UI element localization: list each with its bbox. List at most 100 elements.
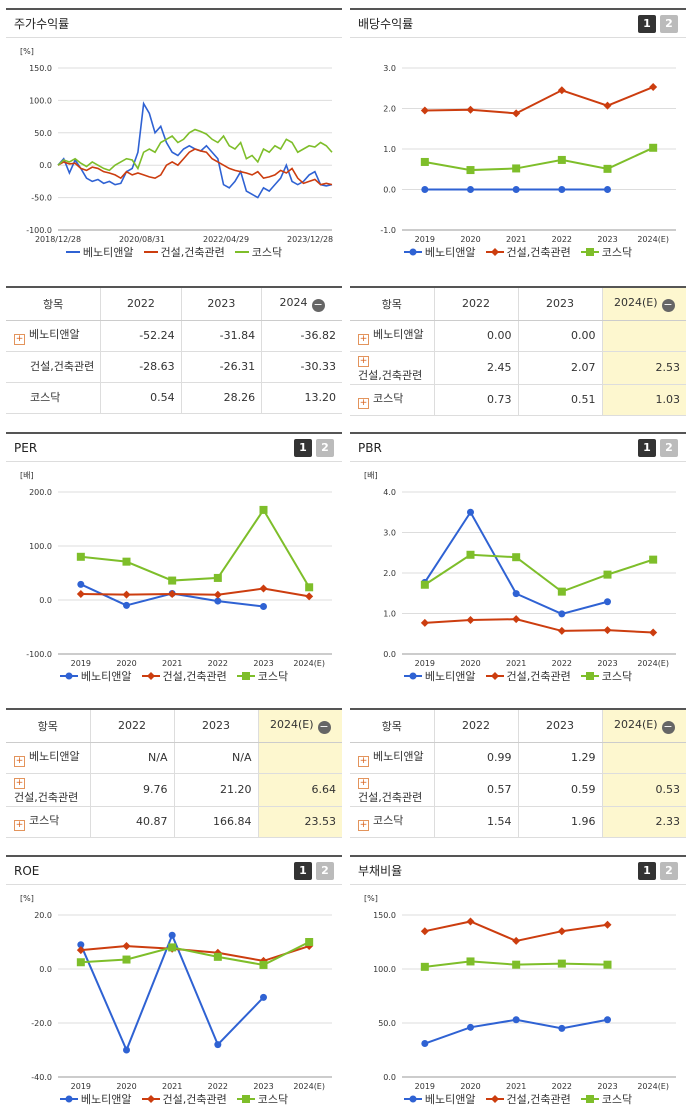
legend-item[interactable]: 건설,건축관련 xyxy=(141,1091,227,1107)
stock-return-table: 항목 2022 2023 2024− + 베노티앤알 -52.24 -31.84 -36.82 건… xyxy=(6,286,342,414)
data-point xyxy=(512,615,521,624)
y-tick-label: 0.0 xyxy=(39,965,52,974)
view-2-button[interactable]: 2 xyxy=(316,861,334,880)
data-point xyxy=(421,1040,429,1048)
table-row: + 코스닥 40.87 166.84 23.53 xyxy=(6,806,342,838)
legend-item[interactable]: 코스닥 xyxy=(580,668,632,684)
expand-icon[interactable]: + xyxy=(14,777,25,789)
x-tick-label: 2023 xyxy=(597,1082,617,1091)
data-point xyxy=(168,943,177,952)
view-1-button[interactable]: 1 xyxy=(638,14,656,33)
value-cell: 28.26 xyxy=(180,382,262,414)
value-cell: 0.54 xyxy=(100,382,182,414)
x-tick-label: 2021 xyxy=(506,659,526,668)
x-tick-label: 2019 xyxy=(71,659,91,668)
expand-icon[interactable]: + xyxy=(358,355,369,367)
legend-item[interactable]: 건설,건축관련 xyxy=(143,244,225,260)
view-2-button[interactable]: 2 xyxy=(316,438,334,457)
data-point xyxy=(76,552,85,561)
row-label-cell: + 코스닥 xyxy=(350,806,434,838)
legend-item[interactable]: 베노티앤알 xyxy=(59,1091,132,1107)
data-point xyxy=(466,550,475,559)
collapse-icon[interactable]: − xyxy=(661,719,675,734)
legend-item[interactable]: 코스닥 xyxy=(580,1091,633,1107)
legend-swatch xyxy=(485,1095,504,1103)
header-label: 항목 xyxy=(381,297,402,311)
data-point xyxy=(214,597,222,605)
series-line xyxy=(80,945,310,962)
legend-item[interactable]: 베노티앤알 xyxy=(403,244,476,260)
roe-chart: [%] 20.0 0.0 -20.0 -40.0 2019 2020 2021 2022 2023… xyxy=(6,887,342,1097)
legend: 베노티앤알 건설,건축관련 코스닥 xyxy=(350,1091,686,1107)
debt-ratio-chart: [%] 150.0 100.0 50.0 0.0 2019 2020 2021 2022 2023… xyxy=(350,887,686,1097)
legend-item[interactable]: 건설,건축관련 xyxy=(485,244,571,260)
table-row: + 베노티앤알 0.99 1.29 xyxy=(350,742,686,774)
header-label: 2022 xyxy=(462,719,490,733)
header-label: 항목 xyxy=(42,297,64,311)
value-cell: -30.33 xyxy=(261,351,342,383)
y-tick-label: -1.0 xyxy=(380,226,396,235)
legend-label: 건설,건축관련 xyxy=(162,670,227,683)
header-label: 2022 xyxy=(118,719,146,733)
view-toggle: 1 2 xyxy=(294,861,334,880)
y-tick-label: 4.0 xyxy=(383,488,396,497)
top-edge xyxy=(0,0,691,6)
collapse-icon[interactable]: − xyxy=(311,297,325,312)
data-point xyxy=(76,946,85,955)
panel-header: ROE 1 2 xyxy=(6,857,342,885)
data-point xyxy=(649,143,658,152)
data-point xyxy=(512,1016,520,1024)
legend-item[interactable]: 베노티앤알 xyxy=(403,668,476,684)
series-2 xyxy=(420,957,612,971)
expand-icon[interactable]: + xyxy=(358,777,369,789)
legend-item[interactable]: 코스닥 xyxy=(234,244,282,260)
legend-item[interactable]: 베노티앤알 xyxy=(403,1091,476,1107)
view-1-button[interactable]: 1 xyxy=(294,438,312,457)
series-line xyxy=(57,128,333,172)
view-2-button[interactable]: 2 xyxy=(660,14,678,33)
series-1 xyxy=(420,83,658,118)
series-line xyxy=(424,146,654,172)
expand-icon[interactable]: + xyxy=(358,756,369,767)
row-label-cell: +건설,건축관련 xyxy=(350,773,434,807)
expand-icon[interactable]: + xyxy=(358,820,369,831)
legend-item[interactable]: 베노티앤알 xyxy=(59,668,132,684)
view-1-button[interactable]: 1 xyxy=(638,438,656,457)
x-tick-label: 2023 xyxy=(597,659,617,668)
panel-header: PBR 1 2 xyxy=(350,434,686,462)
expand-icon[interactable]: + xyxy=(358,334,369,345)
data-point xyxy=(466,917,475,926)
expand-icon[interactable]: + xyxy=(14,756,25,767)
value-cell xyxy=(257,742,342,774)
value-cell: 21.20 xyxy=(173,773,258,807)
expand-icon[interactable]: + xyxy=(14,334,25,345)
view-1-button[interactable]: 1 xyxy=(294,861,312,880)
value-cell: 0.00 xyxy=(433,320,518,352)
legend-item[interactable]: 건설,건축관련 xyxy=(141,668,227,684)
data-point xyxy=(557,927,566,936)
legend-item[interactable]: 코스닥 xyxy=(580,244,632,260)
legend-item[interactable]: 베노티앤알 xyxy=(65,244,134,260)
value-cell: 0.99 xyxy=(433,742,518,774)
collapse-icon[interactable]: − xyxy=(661,297,675,312)
col-header: 2024(E) − xyxy=(601,710,686,743)
expand-icon[interactable]: + xyxy=(14,820,25,831)
legend-label: 코스닥 xyxy=(601,1093,633,1106)
legend-item[interactable]: 코스닥 xyxy=(236,1091,288,1107)
y-tick-label: 2.0 xyxy=(383,569,396,578)
y-tick-label: 100.0 xyxy=(373,965,396,974)
expand-icon[interactable]: + xyxy=(358,398,369,409)
view-2-button[interactable]: 2 xyxy=(660,861,678,880)
header-label: 2023 xyxy=(207,297,236,311)
y-tick-label: 150.0 xyxy=(29,64,52,73)
view-2-button[interactable]: 2 xyxy=(660,438,678,457)
data-point xyxy=(420,106,429,115)
col-header: 2022 xyxy=(100,288,182,321)
legend-item[interactable]: 코스닥 xyxy=(236,668,288,684)
view-1-button[interactable]: 1 xyxy=(638,861,656,880)
legend-item[interactable]: 건설,건축관련 xyxy=(485,1091,571,1107)
data-point xyxy=(466,166,475,175)
y-tick-label: -100.0 xyxy=(26,226,52,235)
collapse-icon[interactable]: − xyxy=(317,719,331,734)
legend-item[interactable]: 건설,건축관련 xyxy=(485,668,571,684)
